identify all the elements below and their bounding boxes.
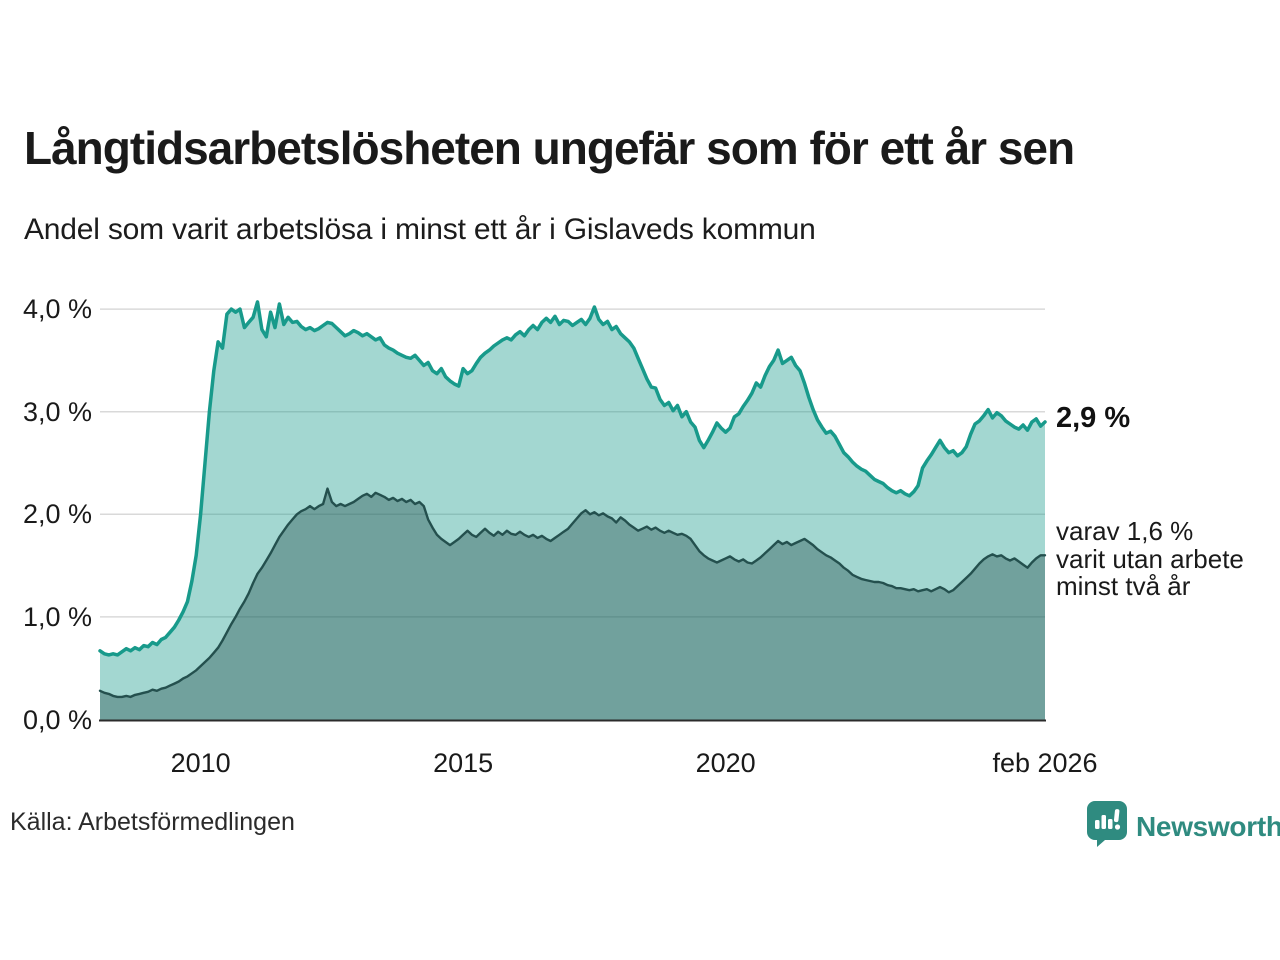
x-tick-label: feb 2026 [992,748,1098,778]
series-line-one-year [98,300,1047,657]
x-tick-label: 2010 [170,748,231,778]
y-tick-label: 4,0 % [22,294,92,325]
newsworthy-logo-text: Newsworthy [1136,810,1280,842]
page-subtitle: Andel som varit arbetslösa i minst ett å… [24,213,816,246]
y-tick-label: 0,0 % [22,704,92,735]
x-tick-label: 2015 [433,748,494,778]
y-tick-label: 2,0 % [22,499,92,530]
series-line-two-years [98,487,1047,699]
latest-value-annotation: 2,9 % [1056,401,1131,434]
y-tick-label: 3,0 % [22,396,92,427]
y-tick-label: 1,0 % [22,601,92,632]
newsworthy-logo-icon [1086,800,1128,853]
secondary-annotation-line1: varav 1,6 % [1056,516,1194,547]
series-area-one-year [100,301,1045,720]
secondary-annotation-line3: minst två år [1056,571,1191,602]
secondary-annotation-line2: varit utan arbete [1056,543,1244,574]
secondary-value-annotation: varav 1,6 % varit utan arbete minst två … [1056,518,1244,601]
series-area-two-years [100,488,1045,720]
x-tick-label: 2020 [695,748,756,778]
page-title: Långtidsarbetslösheten ungefär som för e… [24,122,1075,174]
newsworthy-logo: Newsworthy [1086,800,1280,853]
source-credit: Källa: Arbetsförmedlingen [10,808,295,836]
